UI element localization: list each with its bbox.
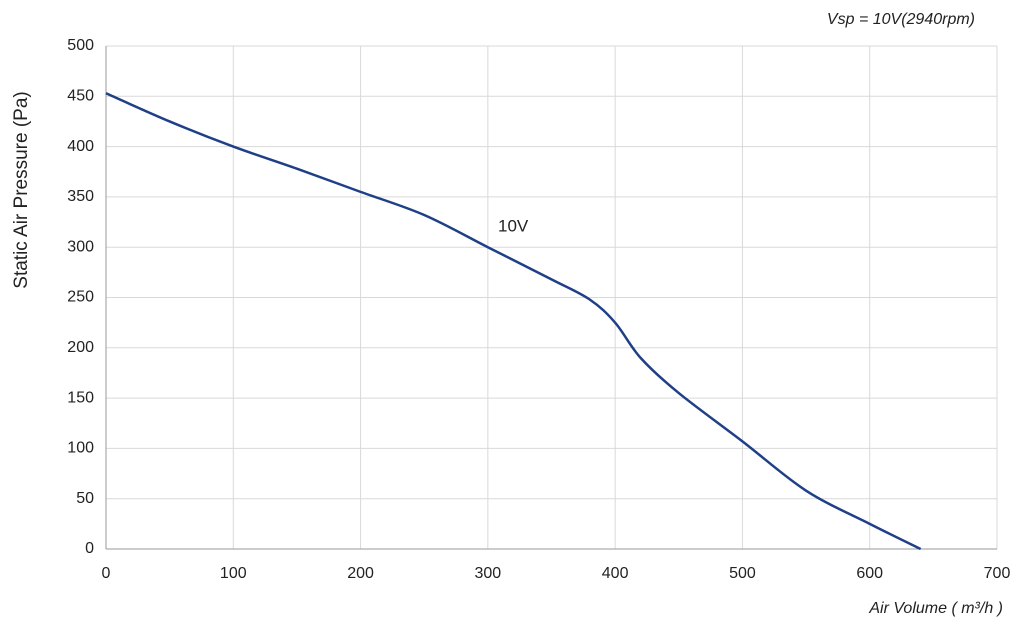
y-tick-label: 150	[67, 389, 94, 406]
x-axis-label: Air Volume ( m³/h )	[868, 600, 1003, 617]
y-tick-label: 400	[67, 138, 94, 155]
y-tick-label: 100	[67, 440, 94, 457]
y-tick-label: 350	[67, 188, 94, 205]
y-tick-label: 250	[67, 289, 94, 306]
y-tick-label: 500	[67, 37, 94, 54]
y-tick-label: 50	[76, 490, 94, 507]
x-tick-label: 100	[220, 565, 247, 582]
x-tick-label: 400	[602, 565, 629, 582]
annotation: 10V	[498, 216, 529, 235]
y-tick-label: 450	[67, 88, 94, 105]
x-tick-label: 600	[856, 565, 883, 582]
y-axis-label: Static Air Pressure (Pa)	[11, 91, 32, 288]
y-tick-label: 0	[85, 540, 94, 557]
line-series	[105, 92, 922, 551]
y-tick-label: 300	[67, 238, 94, 255]
x-tick-label: 500	[729, 565, 756, 582]
y-tick-label: 200	[67, 339, 94, 356]
x-tick-label: 0	[102, 565, 111, 582]
x-tick-label: 200	[347, 565, 374, 582]
x-tick-label: 300	[475, 565, 502, 582]
x-tick-label: 700	[984, 565, 1011, 582]
chart-subtitle: Vsp = 10V(2940rpm)	[827, 11, 975, 28]
